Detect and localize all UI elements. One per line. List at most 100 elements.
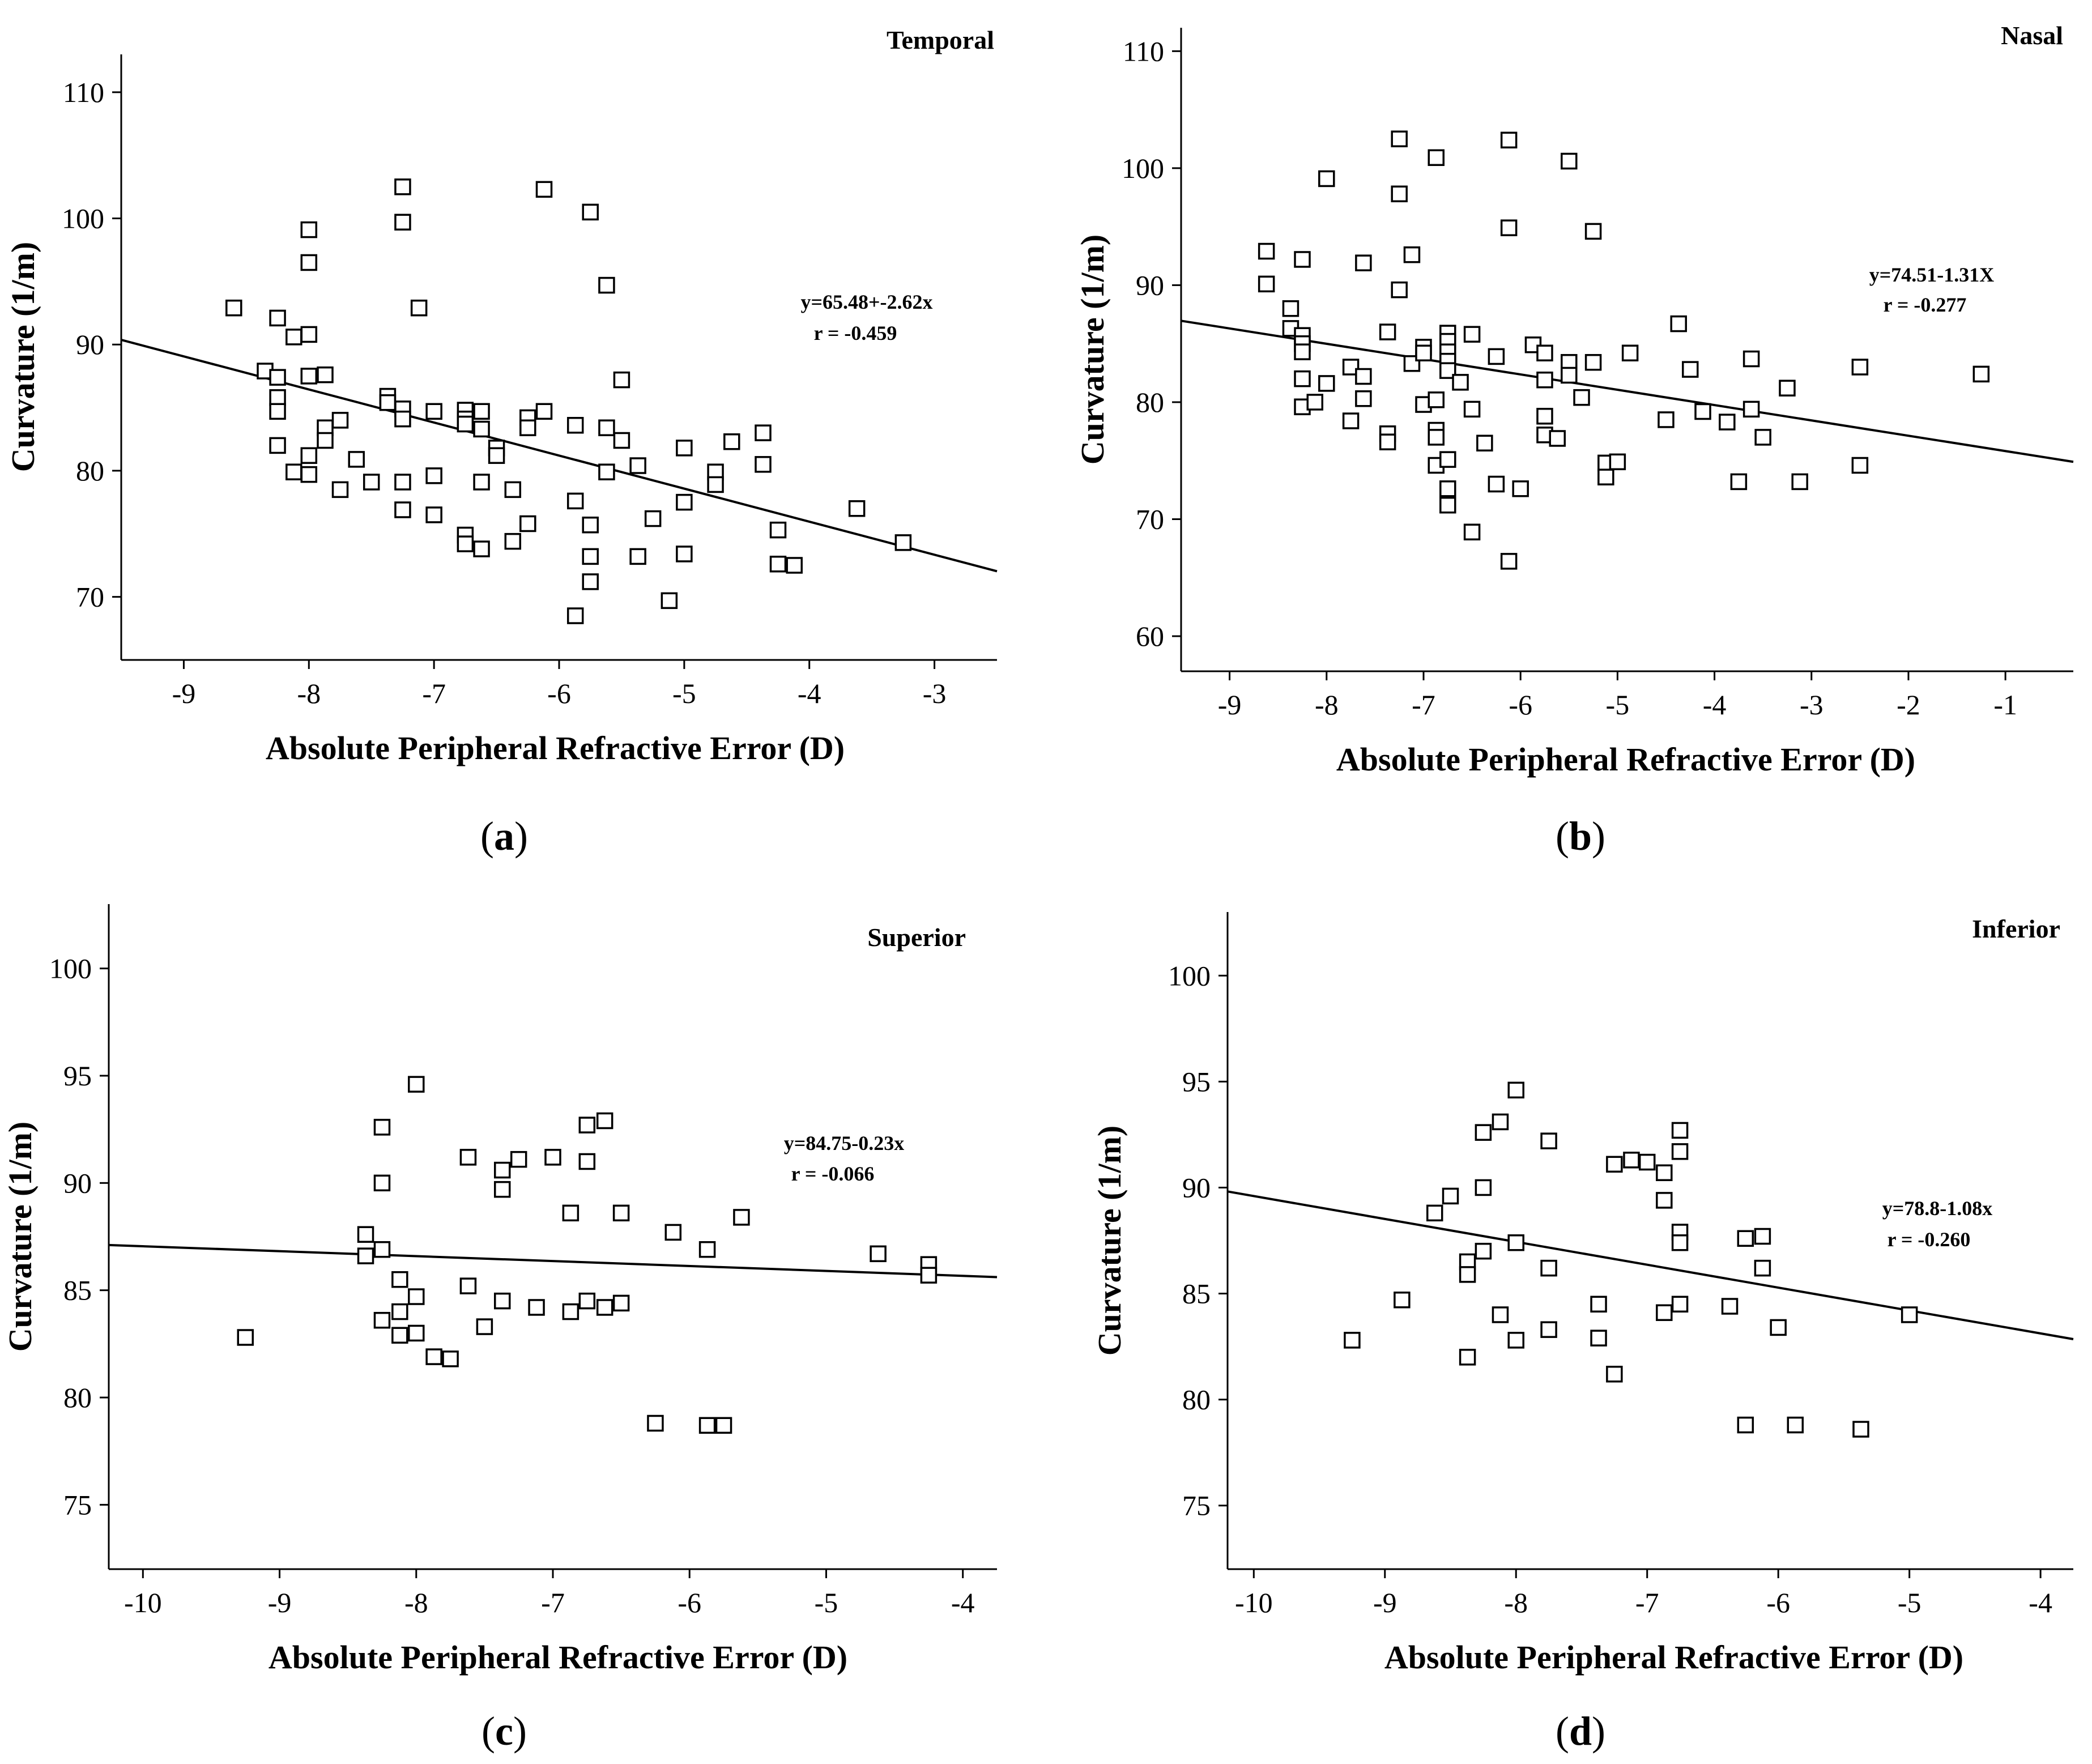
panel-caption-letter: d	[1569, 1708, 1592, 1754]
region-label: Inferior	[1972, 914, 2060, 943]
data-point	[1379, 433, 1396, 450]
x-tick-label: -5	[1898, 1587, 1921, 1618]
y-tick-label: 110	[1123, 35, 1164, 67]
data-point	[1549, 430, 1566, 447]
data-point	[1742, 400, 1760, 418]
data-point	[1439, 496, 1456, 514]
data-point	[1507, 1081, 1524, 1099]
data-point	[1584, 353, 1602, 371]
data-point	[786, 557, 803, 574]
data-point	[1540, 1259, 1557, 1277]
y-axis-title: Curvature (1/m)	[1091, 1126, 1128, 1356]
correlation-coefficient: r = -0.277	[1884, 293, 1967, 316]
y-axis-title: Curvature (1/m)	[5, 242, 41, 472]
data-point	[598, 463, 615, 480]
x-axis-title: Absolute Peripheral Refractive Error (D)	[1336, 741, 1915, 778]
panel-caption-letter: b	[1569, 813, 1592, 859]
y-tick-label: 80	[63, 1382, 92, 1413]
x-tick-label: -6	[547, 678, 571, 709]
panel-caption: (d)	[1556, 1708, 1605, 1754]
data-point	[1507, 1234, 1524, 1251]
data-point	[1306, 394, 1323, 411]
data-point	[394, 214, 411, 231]
x-tick-label: -10	[124, 1587, 162, 1618]
data-point	[1584, 223, 1602, 240]
data-point	[408, 1288, 425, 1305]
data-point	[425, 403, 442, 420]
data-point	[596, 1112, 613, 1130]
correlation-coefficient: r = -0.066	[791, 1162, 875, 1185]
data-point	[578, 1153, 596, 1170]
x-tick-label: -4	[798, 678, 821, 709]
data-point	[1851, 457, 1869, 474]
data-point	[596, 1299, 613, 1316]
data-point	[425, 467, 442, 484]
data-point	[1394, 1292, 1411, 1309]
data-point	[473, 420, 490, 438]
data-point	[848, 500, 866, 517]
data-point	[578, 1117, 596, 1134]
data-point	[373, 1174, 391, 1192]
data-point	[613, 371, 630, 389]
data-point	[612, 1294, 630, 1312]
y-tick-label: 80	[1182, 1384, 1211, 1416]
data-point	[676, 546, 693, 563]
data-point	[661, 592, 678, 610]
data-point	[707, 476, 724, 493]
panel-b: -9 -8 -7 -6 -5 -4 -3 -2 -1 60 70 80 90 100 110 Nasal y=7…	[1074, 21, 2074, 859]
panel-c: -10 -9 -8 -7 -6 -5 -4 75 80 85 90 95 100 Superior y=84…	[2, 904, 998, 1754]
data-point	[1536, 344, 1553, 361]
data-point	[300, 254, 318, 271]
x-tick-label: -6	[1766, 1587, 1790, 1618]
y-tick-label: 90	[1182, 1171, 1211, 1203]
x-tick-label: -8	[404, 1587, 428, 1618]
y-tick-label: 70	[76, 581, 104, 613]
y-axis-title: Curvature (1/m)	[1074, 235, 1111, 465]
x-tick-label: -9	[268, 1587, 292, 1618]
x-tick-label: -4	[2029, 1587, 2052, 1618]
data-point	[1500, 553, 1518, 570]
x-tick-label: -6	[678, 1587, 701, 1618]
x-tick-label: -7	[541, 1587, 565, 1618]
data-point	[1638, 1153, 1656, 1171]
data-point	[1770, 1319, 1787, 1336]
correlation-coefficient: r = -0.260	[1888, 1228, 1971, 1251]
data-point	[1561, 152, 1578, 170]
data-point	[582, 548, 599, 565]
y-tick-label: 85	[1182, 1278, 1211, 1310]
data-point	[769, 555, 787, 573]
y-tick-label: 95	[1182, 1066, 1211, 1097]
x-tick-label: -5	[1606, 689, 1630, 721]
x-tick-label: -3	[1800, 689, 1823, 721]
y-tick-label: 80	[76, 455, 104, 487]
data-point	[769, 521, 787, 539]
data-point	[459, 1149, 477, 1166]
data-point	[1656, 1192, 1673, 1209]
data-point	[493, 1292, 511, 1310]
data-point	[535, 403, 553, 420]
data-point	[1452, 374, 1469, 391]
data-point	[1852, 1421, 1869, 1438]
panel-caption: (b)	[1556, 813, 1605, 859]
data-point	[1694, 403, 1711, 420]
data-point	[373, 1241, 391, 1258]
data-point	[562, 1303, 580, 1320]
data-point	[473, 474, 490, 491]
data-point	[379, 394, 397, 411]
data-point	[566, 607, 584, 624]
data-point	[1344, 1332, 1361, 1349]
data-point	[391, 1327, 408, 1344]
data-point	[1428, 429, 1445, 446]
data-point	[1901, 1306, 1918, 1323]
data-point	[676, 493, 693, 511]
data-point	[300, 326, 318, 343]
data-point	[348, 451, 365, 468]
data-point	[286, 463, 302, 480]
data-point	[1258, 275, 1275, 293]
data-point	[698, 1417, 716, 1434]
data-point	[1258, 242, 1275, 260]
data-point	[391, 1303, 408, 1320]
data-point	[1294, 251, 1311, 268]
data-point	[1606, 1156, 1623, 1173]
data-point	[1428, 149, 1445, 167]
